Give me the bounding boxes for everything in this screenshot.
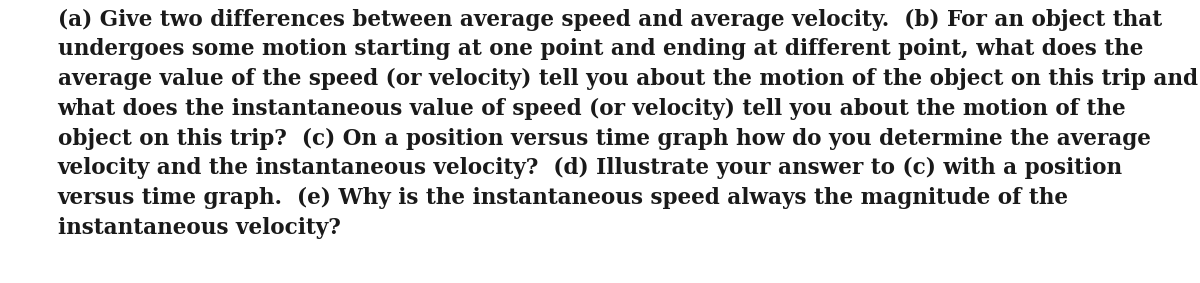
Text: (a) Give two differences between average speed and average velocity.  (b) For an: (a) Give two differences between average… xyxy=(58,8,1198,239)
